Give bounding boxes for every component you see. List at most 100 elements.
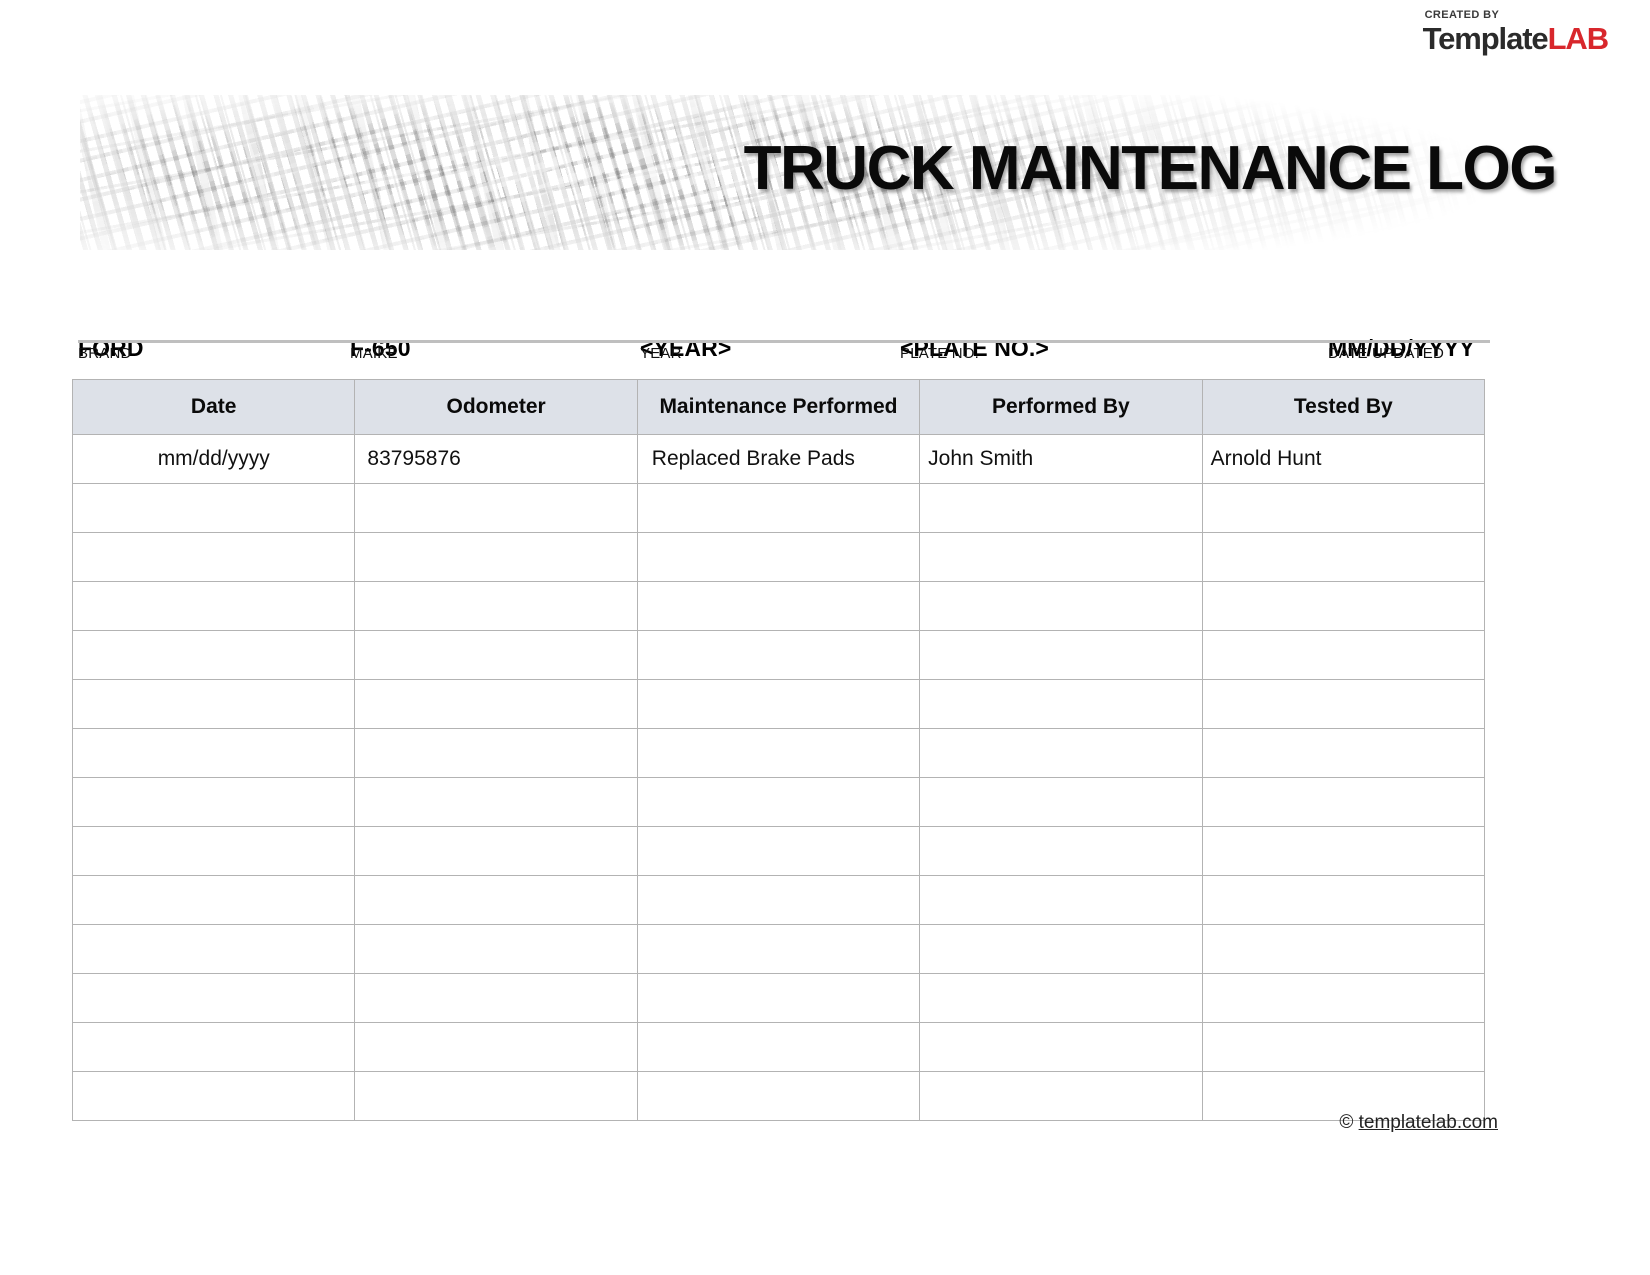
info-divider-rule [78,340,1490,343]
cell-maintenance[interactable] [636,532,921,582]
table-row [71,483,1486,533]
table-row [71,777,1486,827]
brand-value[interactable]: FORD [78,335,144,362]
cell-date[interactable]: mm/dd/yyyy [71,434,356,484]
cell-odometer[interactable] [354,630,638,680]
cell-date[interactable] [71,973,356,1023]
cell-odometer[interactable] [354,581,638,631]
cell-date[interactable] [71,1071,356,1121]
cell-date[interactable] [71,630,356,680]
cell-maintenance[interactable] [636,973,921,1023]
cell-performed_by[interactable] [919,924,1203,974]
table-row [71,875,1486,925]
cell-tested_by[interactable] [1201,777,1486,827]
table-row [71,728,1486,778]
cell-performed_by[interactable]: John Smith [919,434,1203,484]
cell-date[interactable] [71,679,356,729]
templatelab-site-link[interactable]: templatelab.com [1358,1112,1498,1133]
cell-odometer[interactable] [354,777,638,827]
cell-performed_by[interactable] [919,1022,1203,1072]
cell-tested_by[interactable] [1201,630,1486,680]
cell-tested_by[interactable] [1201,924,1486,974]
cell-performed_by[interactable] [919,875,1203,925]
year-value[interactable]: <YEAR> [640,335,732,362]
table-row [71,826,1486,876]
templatelab-brand: CREATED BY TemplateLAB [1422,9,1610,56]
cell-odometer[interactable] [354,875,638,925]
column-header-tested-by[interactable]: Tested By [1201,379,1486,435]
cell-performed_by[interactable] [919,630,1203,680]
cell-date[interactable] [71,483,356,533]
cell-maintenance[interactable] [636,1022,921,1072]
table-row [71,1022,1486,1072]
column-header-performed-by-label: Performed By [992,395,1130,419]
cell-tested_by[interactable] [1201,483,1486,533]
footer-copyright: © templatelab.com [1339,1112,1498,1134]
cell-tested_by[interactable] [1201,1071,1486,1121]
cell-odometer[interactable] [354,826,638,876]
cell-odometer[interactable] [354,483,638,533]
cell-maintenance[interactable] [636,777,921,827]
copyright-symbol: © [1339,1112,1354,1133]
cell-performed_by[interactable] [919,973,1203,1023]
cell-performed_by[interactable] [919,483,1203,533]
column-header-maintenance-performed[interactable]: Maintenance Performed [636,379,921,435]
make-value[interactable]: F-650 [350,335,411,362]
cell-tested_by[interactable]: Arnold Hunt [1201,434,1486,484]
cell-odometer[interactable] [354,728,638,778]
brand-wordmark-template: Template [1422,21,1549,56]
cell-maintenance[interactable] [636,728,921,778]
cell-date[interactable] [71,826,356,876]
cell-maintenance[interactable] [636,679,921,729]
cell-odometer[interactable] [354,1071,638,1121]
brand-created-by-label: CREATED BY [1424,9,1500,21]
table-header: Date Odometer Maintenance Performed Perf… [71,379,1486,435]
cell-performed_by[interactable] [919,581,1203,631]
cell-odometer[interactable] [354,924,638,974]
cell-tested_by[interactable] [1201,581,1486,631]
cell-odometer[interactable]: 83795876 [354,434,638,484]
cell-tested_by[interactable] [1201,728,1486,778]
cell-maintenance[interactable] [636,483,921,533]
cell-maintenance[interactable]: Replaced Brake Pads [636,434,921,484]
title-banner: TRUCK MAINTENANCE LOG [80,95,1570,250]
cell-tested_by[interactable] [1201,826,1486,876]
cell-date[interactable] [71,532,356,582]
cell-performed_by[interactable] [919,532,1203,582]
cell-date[interactable] [71,1022,356,1072]
cell-tested_by[interactable] [1201,532,1486,582]
cell-odometer[interactable] [354,679,638,729]
cell-maintenance[interactable] [636,924,921,974]
cell-date[interactable] [71,728,356,778]
cell-odometer[interactable] [354,532,638,582]
cell-maintenance[interactable] [636,1071,921,1121]
cell-tested_by[interactable] [1201,679,1486,729]
page-title: TRUCK MAINTENANCE LOG [743,134,1558,203]
cell-tested_by[interactable] [1201,1022,1486,1072]
make-label: MAIKE [350,345,398,362]
cell-date[interactable] [71,875,356,925]
cell-maintenance[interactable] [636,630,921,680]
cell-tested_by[interactable] [1201,875,1486,925]
plate-no-label: PLATE NO. [900,345,980,362]
cell-performed_by[interactable] [919,679,1203,729]
date-updated-value[interactable]: MM/DD/YYYY [1328,335,1475,362]
column-header-performed-by[interactable]: Performed By [919,379,1203,435]
cell-performed_by[interactable] [919,1071,1203,1121]
cell-maintenance[interactable] [636,826,921,876]
column-header-odometer[interactable]: Odometer [354,379,638,435]
cell-maintenance[interactable] [636,581,921,631]
cell-date[interactable] [71,581,356,631]
cell-maintenance[interactable] [636,875,921,925]
cell-performed_by[interactable] [919,728,1203,778]
plate-no-value[interactable]: <PLATE NO.> [900,335,1049,362]
cell-date[interactable] [71,777,356,827]
cell-date[interactable] [71,924,356,974]
cell-odometer[interactable] [354,973,638,1023]
column-header-date[interactable]: Date [71,379,356,435]
cell-odometer[interactable] [354,1022,638,1072]
cell-performed_by[interactable] [919,777,1203,827]
cell-performed_by[interactable] [919,826,1203,876]
cell-tested_by[interactable] [1201,973,1486,1023]
table-row [71,924,1486,974]
